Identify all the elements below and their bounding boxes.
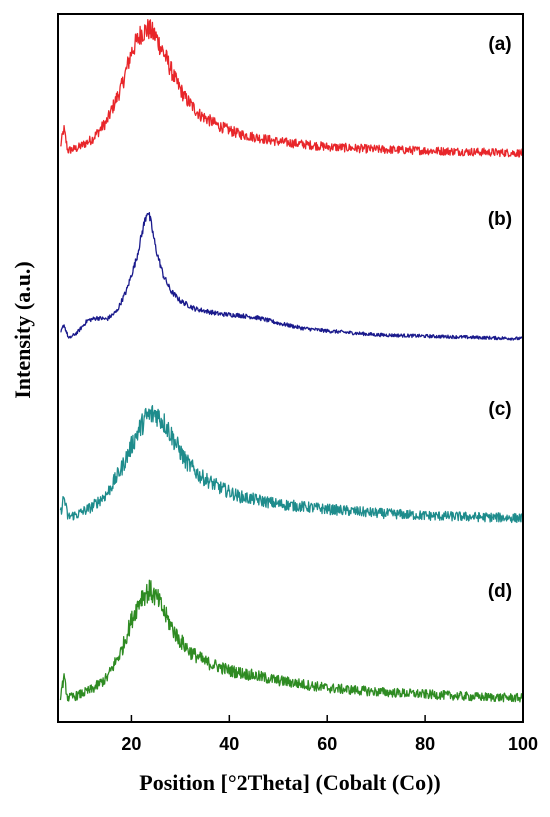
x-tick-label-80: 80: [415, 734, 435, 754]
panel-label-3: (c): [488, 399, 511, 420]
x-axis-ticks: 20 40 60 80 100: [121, 715, 538, 754]
series-line-2: [60, 211, 524, 341]
y-axis-label: Intensity (a.u.): [10, 261, 35, 399]
panel-label-4: (d): [488, 581, 512, 602]
x-tick-label-100: 100: [508, 734, 538, 754]
plot-frame: [57, 13, 524, 723]
x-tick-label-20: 20: [121, 734, 141, 754]
x-tick-label-60: 60: [317, 734, 337, 754]
series-layer: [59, 18, 524, 703]
x-axis-label: Position [°2Theta] (Cobalt (Co)): [139, 770, 441, 795]
panel-label-2: (b): [488, 209, 512, 230]
series-line-3: [59, 405, 524, 524]
panel-labels: (a) (b) (c) (d): [488, 34, 512, 602]
series-line-4: [59, 579, 524, 703]
x-tick-label-40: 40: [219, 734, 239, 754]
series-line-1: [59, 18, 524, 158]
panel-label-1: (a): [488, 34, 511, 55]
